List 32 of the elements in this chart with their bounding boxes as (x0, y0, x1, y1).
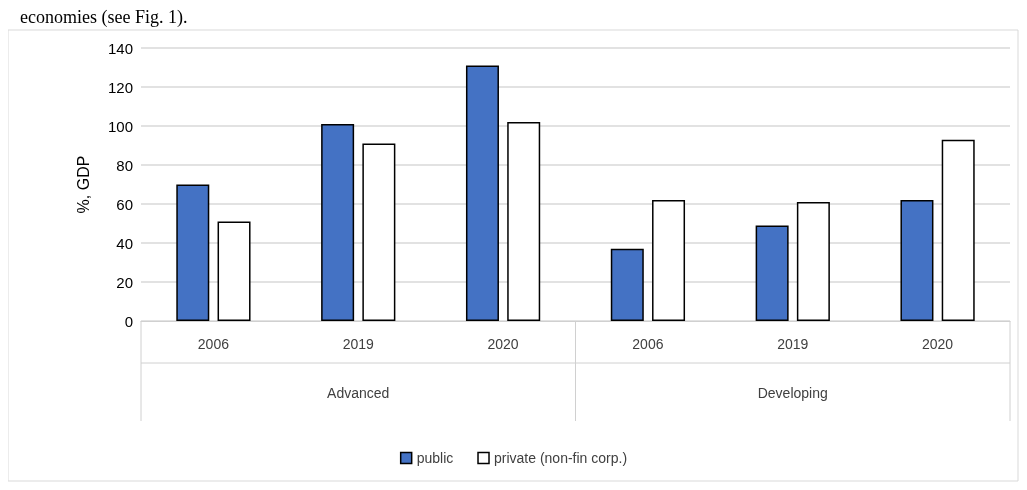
bar (176, 184, 210, 321)
legend-label: private (non-fin corp.) (494, 450, 628, 466)
bar (465, 65, 499, 321)
y-tick-label: 120 (107, 78, 133, 96)
x-tick-label: 2019 (777, 336, 809, 352)
y-tick-label: 60 (116, 195, 133, 213)
bar (610, 248, 644, 321)
bar (507, 122, 541, 321)
y-tick-label: 20 (116, 273, 133, 291)
y-tick-label: 80 (116, 156, 133, 174)
bar (941, 139, 975, 321)
y-tick-label: 140 (107, 39, 133, 57)
bar (755, 225, 789, 321)
x-tick-label: 2006 (632, 336, 664, 352)
bar (796, 202, 830, 321)
x-tick-label: 2020 (487, 336, 519, 352)
y-tick-label: 40 (116, 234, 133, 252)
bar (652, 200, 686, 321)
y-tick-label: 0 (124, 312, 133, 330)
legend-label: public (416, 450, 454, 466)
y-tick-label: 100 (107, 117, 133, 135)
text: Developing (757, 385, 828, 401)
text: Advanced (327, 385, 390, 401)
y-axis-title: %, GDP (74, 155, 92, 214)
bar (900, 200, 934, 321)
x-tick-label: 2006 (197, 336, 230, 352)
bar (217, 221, 251, 321)
text: economies (see Fig. 1). (20, 7, 188, 28)
x-tick-label: 2020 (922, 336, 954, 352)
bar (362, 143, 396, 321)
x-tick-label: 2019 (342, 336, 375, 352)
bar (321, 124, 355, 321)
